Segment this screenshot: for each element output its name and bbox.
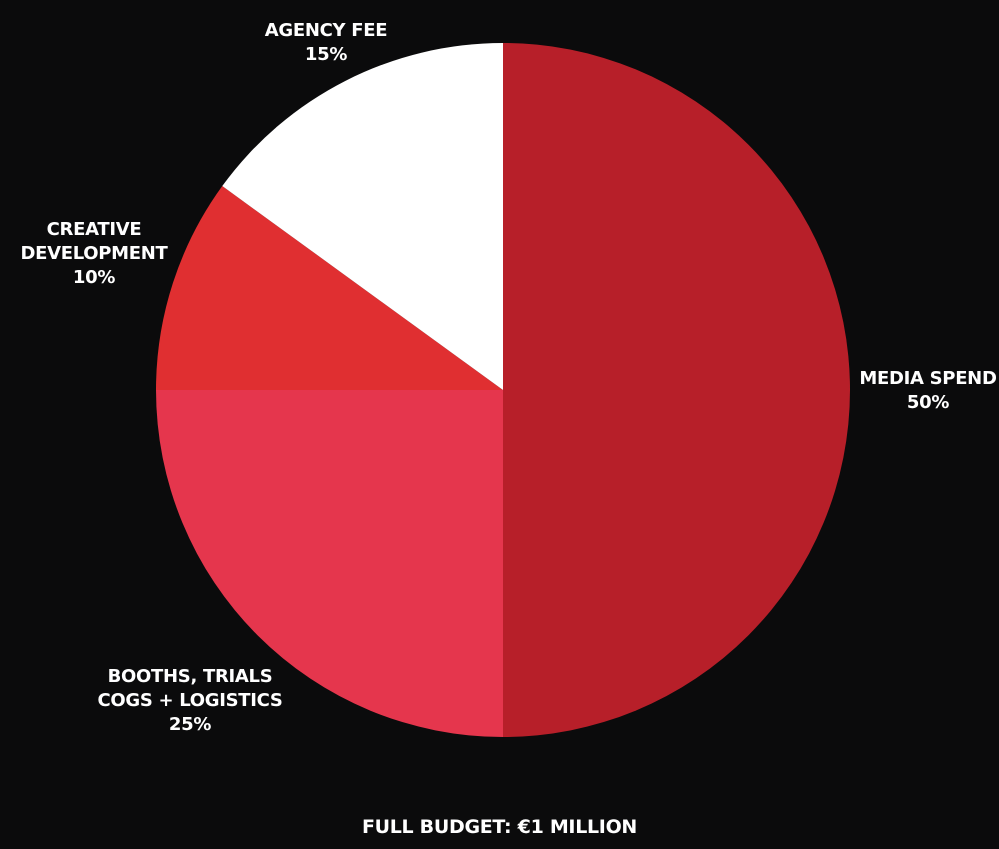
pie-slices: [156, 43, 850, 737]
slice-label-line: MEDIA SPEND: [859, 368, 996, 389]
slice-label-media-spend: MEDIA SPEND 50%: [859, 368, 996, 413]
slice-label-agency-fee: AGENCY FEE 15%: [265, 20, 387, 65]
full-budget-note: FULL BUDGET: €1 MILLION: [361, 816, 638, 838]
slice-label-creative-development: CREATIVE DEVELOPMENT 10%: [20, 219, 168, 288]
pie-slice-media-spend: [503, 43, 850, 737]
pie-slice-booths-trials-cogs-logistics: [156, 390, 503, 737]
slice-percent: 50%: [907, 392, 949, 413]
slice-percent: 10%: [73, 267, 115, 288]
slice-percent: 25%: [169, 714, 211, 735]
slice-label-booths-trials-cogs-logistics: BOOTHS, TRIALS COGS + LOGISTICS 25%: [97, 666, 282, 735]
pie-slice-creative-development: [156, 186, 503, 390]
slice-label-line: COGS + LOGISTICS: [97, 690, 282, 711]
slice-label-line: BOOTHS, TRIALS: [108, 666, 273, 687]
pie-slice-agency-fee: [222, 43, 503, 390]
slice-label-line: AGENCY FEE: [265, 20, 387, 41]
slice-label-line: CREATIVE: [47, 219, 142, 240]
slice-percent: 15%: [305, 44, 347, 65]
slice-labels: MEDIA SPEND 50% BOOTHS, TRIALS COGS + LOGIS…: [20, 20, 996, 735]
slice-label-line: DEVELOPMENT: [20, 243, 168, 264]
